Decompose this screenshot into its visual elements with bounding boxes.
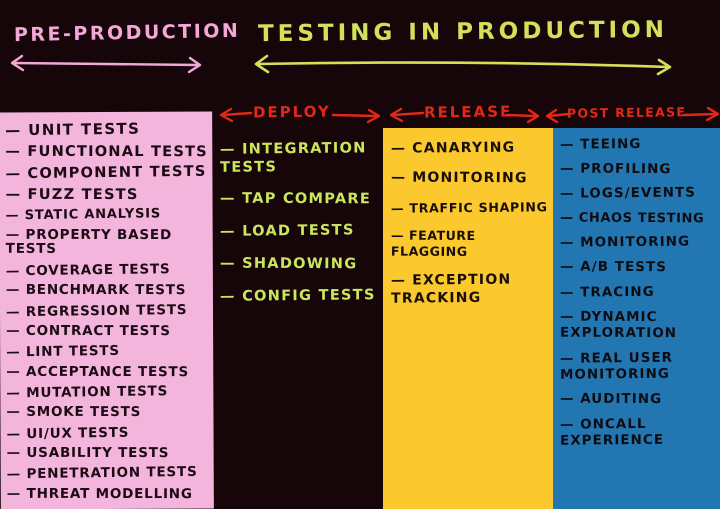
list-item[interactable]: — CONFIG TESTS <box>219 286 376 305</box>
list-item[interactable]: — TRACING <box>559 284 655 301</box>
list-item[interactable]: — FEATURE FLAGGING <box>390 227 476 259</box>
list-item[interactable]: — TRAFFIC SHAPING <box>390 199 548 216</box>
pre-production-test-list: — UNIT TESTS — FUNCTIONAL TESTS — COMPON… <box>0 112 214 502</box>
list-item[interactable]: — INTEGRATION TESTS <box>219 140 367 176</box>
list-item[interactable]: — UNIT TESTS <box>5 119 141 140</box>
list-item[interactable]: — CONTRACT TESTS <box>6 322 171 339</box>
deploy-left-arrow-icon <box>219 107 253 123</box>
list-item[interactable]: — USABILITY TESTS <box>6 444 170 462</box>
post-release-left-arrow-icon <box>545 108 571 124</box>
list-item[interactable]: — COVERAGE TESTS <box>5 260 171 280</box>
column-deploy: — INTEGRATION TESTS — TAP COMPARE — LOAD… <box>218 128 381 509</box>
list-item[interactable]: — ONCALL EXPERIENCE <box>559 416 665 449</box>
list-item[interactable]: — CHAOS TESTING <box>559 210 705 227</box>
list-item[interactable]: — PROPERTY BASED TESTS <box>5 227 172 258</box>
list-item[interactable]: — REAL USER MONITORING <box>559 350 674 383</box>
phase-banner: DEPLOY RELEASE POST RELEASE <box>0 101 720 128</box>
release-test-list: — CANARYING — MONITORING — TRAFFIC SHAPI… <box>383 128 553 307</box>
list-item[interactable]: — REGRESSION TESTS <box>5 301 188 320</box>
list-item[interactable]: — CANARYING <box>390 139 516 157</box>
phase-label-post-release: POST RELEASE <box>566 104 687 121</box>
list-item[interactable]: — LOGS/EVENTS <box>559 185 697 203</box>
list-item[interactable]: — FUNCTIONAL TESTS <box>5 142 208 161</box>
pre-production-title: PRE-PRODUCTION <box>13 19 241 47</box>
phase-label-deploy: DEPLOY <box>252 102 331 122</box>
list-item[interactable]: — LOAD TESTS <box>219 222 355 241</box>
list-item[interactable]: — UI/UX TESTS <box>6 424 130 443</box>
list-item[interactable]: — SMOKE TESTS <box>6 404 142 421</box>
testing-in-production-arrow-icon <box>254 54 672 76</box>
pre-production-arrow-icon <box>10 54 202 74</box>
deploy-test-list: — INTEGRATION TESTS — TAP COMPARE — LOAD… <box>218 128 381 305</box>
phase-label-release: RELEASE <box>423 102 513 122</box>
list-item[interactable]: — COMPONENT TESTS <box>5 163 207 183</box>
list-item[interactable]: — MONITORING <box>390 169 528 187</box>
list-item[interactable]: — MUTATION TESTS <box>6 383 169 402</box>
deploy-right-arrow-icon <box>331 108 381 124</box>
list-item[interactable]: — TAP COMPARE <box>219 190 372 208</box>
list-item[interactable]: — FUZZ TESTS <box>5 185 139 203</box>
list-item[interactable]: — EXCEPTION TRACKING <box>390 271 512 307</box>
list-item[interactable]: — BENCHMARK TESTS <box>5 281 187 299</box>
list-item[interactable]: — AUDITING <box>559 391 663 407</box>
list-item[interactable]: — A/B TESTS <box>559 259 668 276</box>
list-item[interactable]: — ACCEPTANCE TESTS <box>6 363 190 380</box>
column-release: — CANARYING — MONITORING — TRAFFIC SHAPI… <box>383 128 553 509</box>
list-item[interactable]: — DYNAMIC EXPLORATION <box>559 309 678 342</box>
column-post-release: — TEEING — PROFILING — LOGS/EVENTS — CHA… <box>553 128 720 509</box>
column-pre-production: — UNIT TESTS — FUNCTIONAL TESTS — COMPON… <box>0 111 214 509</box>
post-release-test-list: — TEEING — PROFILING — LOGS/EVENTS — CHA… <box>553 128 720 449</box>
testing-in-production-title: TESTING IN PRODUCTION <box>257 16 669 48</box>
list-item[interactable]: — LINT TESTS <box>6 343 120 361</box>
list-item[interactable]: — PENETRATION TESTS <box>6 464 198 483</box>
list-item[interactable]: — STATIC ANALYSIS <box>5 206 162 224</box>
list-item[interactable]: — MONITORING <box>559 235 691 252</box>
list-item[interactable]: — THREAT MODELLING <box>6 485 193 502</box>
post-release-right-arrow-icon <box>682 106 720 122</box>
release-right-arrow-icon <box>505 108 540 124</box>
list-item[interactable]: — PROFILING <box>559 161 672 177</box>
release-left-arrow-icon <box>389 107 425 123</box>
list-item[interactable]: — TEEING <box>559 136 642 153</box>
list-item[interactable]: — SHADOWING <box>219 255 358 272</box>
